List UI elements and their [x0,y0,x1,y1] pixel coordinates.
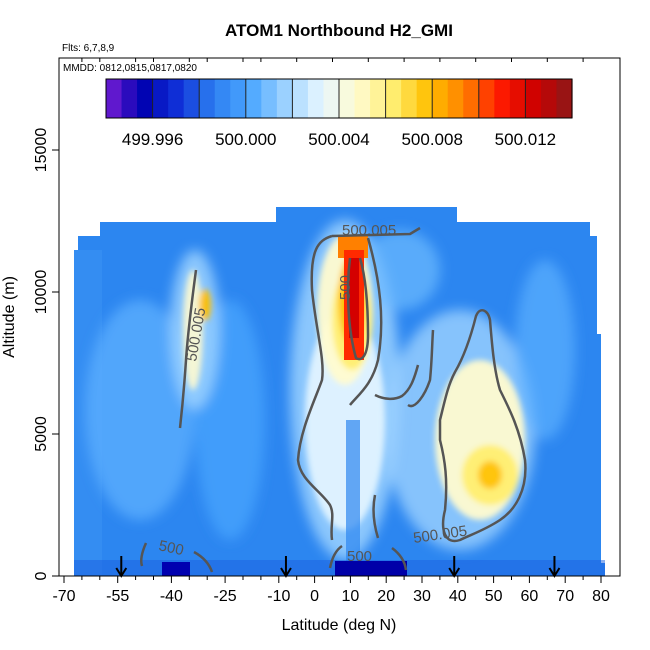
x-tick-label: 70 [556,588,574,605]
colorbar-segment [183,79,200,118]
x-tick-label: -25 [214,588,237,605]
colorbar-segment [245,79,262,118]
colorbar-segment [401,79,418,118]
colorbar-segment [463,79,480,118]
field-patch [85,300,195,520]
y-tick-label: 15000 [33,128,50,173]
colorbar-segment [385,79,402,118]
x-tick-label: 20 [377,588,395,605]
colorbar-tick-label: 499.996 [122,130,183,149]
x-tick-label: 30 [413,588,431,605]
concentration-field [74,207,605,576]
colorbar-segment [137,79,154,118]
x-tick-label: 60 [521,588,539,605]
field-column [346,420,360,576]
colorbar-segment [478,79,495,118]
x-tick-label: -70 [52,588,75,605]
colorbar-segment [168,79,185,118]
colorbar-tick-label: 500.012 [495,130,556,149]
colorbar-tick-label: 500.004 [308,130,369,149]
x-tick-label: 10 [342,588,360,605]
x-tick-label: 80 [592,588,610,605]
field-patch [515,260,575,440]
field-core [349,258,359,338]
field-low-cell [162,562,190,576]
colorbar-segment [525,79,542,118]
colorbar-segment [354,79,371,118]
x-tick-label: -10 [267,588,290,605]
colorbar-segment [214,79,231,118]
x-tick-label: 40 [449,588,467,605]
field-patch [183,270,203,390]
colorbar-segment [261,79,278,118]
colorbar-segment [432,79,449,118]
field-patch [199,289,211,321]
field-patch [478,461,502,489]
contour-line [193,550,214,573]
contour-lines [139,226,527,573]
colorbar: 499.996 500.000 500.004 500.008 500.012 [105,78,573,149]
contour-label: 500.005 [342,222,396,239]
colorbar-segment [121,79,138,118]
colorbar-segment [494,79,511,118]
colorbar-segment [540,79,558,118]
contour-line [346,257,370,361]
contour-label: 500 [337,275,354,300]
x-tick-label: -55 [106,588,129,605]
colorbar-segment [370,79,387,118]
colorbar-segment [307,79,325,118]
contour-line [296,226,527,543]
colorbar-segment [447,79,464,118]
contour-label: 500 [347,548,372,565]
y-tick-label: 0 [33,571,50,580]
colorbar-segment [292,79,309,118]
colorbar-frame [105,78,573,119]
plot-frame [58,57,621,577]
contour-label: 500 [157,537,185,559]
colorbar-segment [106,79,123,118]
colorbar-segment [556,79,573,118]
contour-line [139,542,148,567]
colorbar-segment [509,79,526,118]
x-tick-label: 50 [485,588,503,605]
colorbar-tick-label: 500.000 [215,130,276,149]
y-axis-label: Altitude (m) [1,276,18,358]
contour-line [372,494,380,539]
field-patch [305,310,385,530]
y-tick-label: 5000 [33,416,50,452]
chart-title: ATOM1 Northbound H2_GMI [225,21,453,40]
y-tick-label: 10000 [33,270,50,315]
field-low-cell [335,561,407,576]
colorbar-segment [152,79,169,118]
flights-annotation: Flts: 6,7,8,9 [62,43,115,54]
colorbar-segment [416,79,433,118]
x-tick-label: -40 [160,588,183,605]
mmdd-annotation: MMDD: 0812,0815,0817,0820 [63,63,197,74]
x-axis-label: Latitude (deg N) [282,617,397,634]
colorbar-segment [230,79,247,118]
colorbar-segment [276,79,293,118]
colorbar-segment [323,79,340,118]
x-tick-label: 0 [310,588,319,605]
colorbar-segment [199,79,216,118]
colorbar-segment [339,79,356,118]
axes: -70 -55 -40 -25 -10 0 10 20 30 40 50 60 70 80 0 5000 100… [33,58,610,605]
contour-line [328,544,408,571]
contour-line [178,269,198,429]
colorbar-tick-label: 500.008 [401,130,462,149]
